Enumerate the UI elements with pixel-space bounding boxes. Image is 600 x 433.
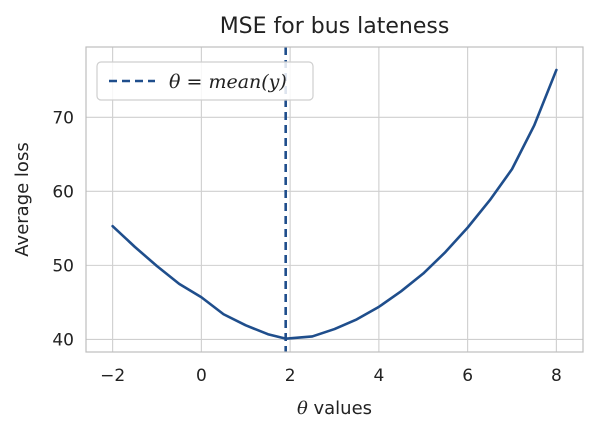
x-tick-label: 2 <box>285 366 296 386</box>
x-axis-label-text: values <box>308 398 372 419</box>
x-axis-label-symbol: θ <box>297 398 308 419</box>
x-tick-label: 8 <box>551 366 562 386</box>
plot-frame <box>85 46 584 353</box>
legend-box <box>96 61 314 101</box>
x-tick-label: 4 <box>373 366 384 386</box>
chart-title: MSE for bus lateness <box>220 14 450 39</box>
y-tick-label: 70 <box>52 108 74 128</box>
y-tick-label: 60 <box>52 182 74 202</box>
x-tick-labels: −2 0 2 4 6 8 <box>100 366 562 386</box>
y-tick-label: 50 <box>52 256 74 276</box>
legend-label-mean: θ = mean(y) <box>169 71 287 93</box>
legend: θ = mean(y) <box>96 61 314 101</box>
y-axis-label: Average loss <box>12 142 33 256</box>
x-tick-label: 6 <box>462 366 473 386</box>
y-tick-labels: 40 50 60 70 <box>52 108 74 350</box>
x-tick-label: 0 <box>196 366 207 386</box>
loss-curve <box>111 68 558 340</box>
y-tick-label: 40 <box>52 330 74 350</box>
x-tick-label: −2 <box>100 366 125 386</box>
x-axis-label: θ values <box>297 398 372 419</box>
series-layer <box>111 47 558 352</box>
